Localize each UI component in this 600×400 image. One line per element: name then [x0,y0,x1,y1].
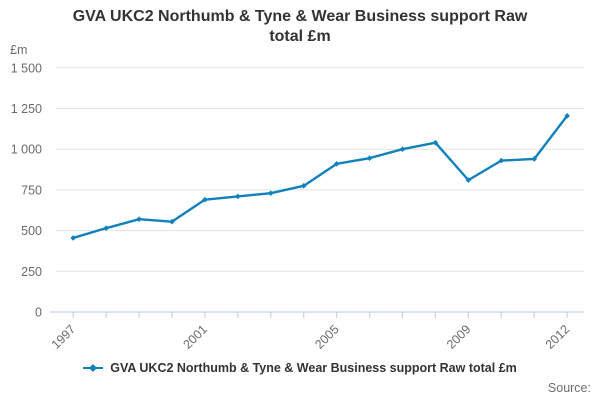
data-point-marker [564,113,570,119]
source-label: Source: [547,381,591,395]
legend-series-marker-icon [83,364,104,372]
data-point-marker [300,183,307,189]
y-axis-tick-label: 750 [21,183,42,197]
legend: GVA UKC2 Northumb & Tyne & Wear Business… [0,361,600,375]
data-point-marker [267,190,274,196]
x-axis-tick-label: 2005 [312,322,342,352]
data-point-marker [333,161,340,167]
x-axis-tick-label: 2001 [180,322,210,352]
data-point-marker [366,155,373,161]
data-point-marker [70,235,76,241]
chart-title-line-2: total £m [269,28,331,45]
y-axis-tick-label: 1 250 [11,102,42,116]
x-axis-tick-label: 2012 [543,322,573,352]
data-point-marker [103,225,109,231]
x-axis-tick-label: 1997 [49,322,79,352]
y-axis-tick-label: 1 500 [11,61,42,75]
x-axis-tick-label: 2009 [444,322,474,352]
y-axis-tick-label: 0 [35,306,42,320]
data-point-marker [531,156,538,162]
data-point-marker [202,196,208,203]
data-point-marker [465,177,472,183]
y-axis-unit-label: £m [10,43,27,57]
data-point-marker [432,139,439,146]
data-point-marker [498,157,505,164]
chart-title: GVA UKC2 Northumb & Tyne & Wear Business… [0,7,600,47]
y-axis-tick-label: 1 000 [11,143,42,157]
y-axis-tick-label: 250 [21,265,42,279]
data-point-marker [399,146,406,152]
legend-series-label: GVA UKC2 Northumb & Tyne & Wear Business… [110,361,517,375]
data-line [71,114,569,240]
data-point-marker [235,193,241,200]
data-point-marker [136,216,142,223]
chart-title-line-1: GVA UKC2 Northumb & Tyne & Wear Business… [72,8,528,25]
data-point-marker [169,218,175,225]
y-axis-tick-label: 500 [21,224,42,238]
